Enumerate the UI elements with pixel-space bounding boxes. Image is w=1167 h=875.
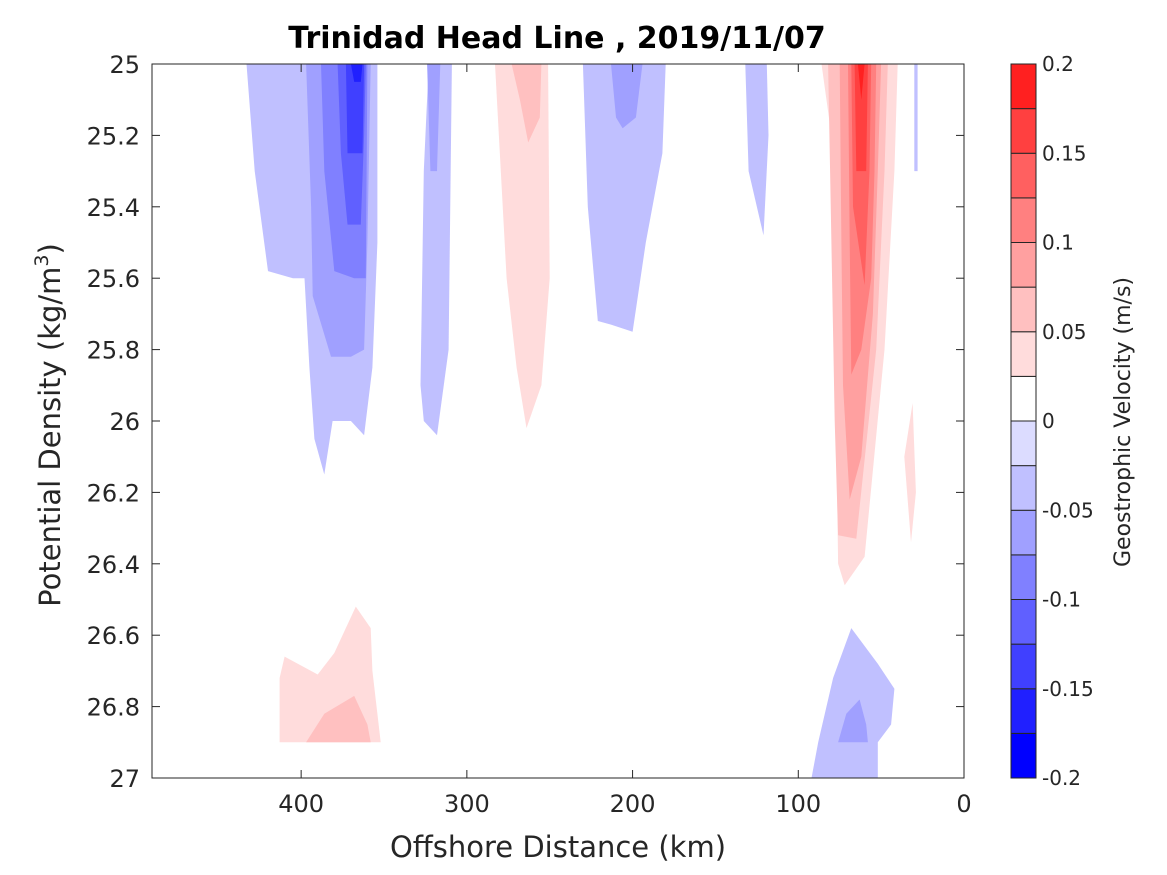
colorbar-swatch	[1010, 688, 1037, 734]
plot-area: 400 300 200 100 0 25 25.2 25.4 25.6 25.8 26 26.2 26…	[87, 51, 972, 818]
contour-fill-neg-core-left-5	[350, 64, 363, 82]
colorbar-swatch	[1010, 509, 1037, 556]
y-tick-label: 25.6	[87, 265, 140, 293]
x-tick-label: 200	[610, 790, 656, 818]
colorbar-swatch	[1010, 732, 1037, 779]
y-axis-label-text: Potential Density (kg/m	[33, 267, 67, 607]
colorbar-tick-label: -0.2	[1042, 766, 1081, 790]
colorbar: -0.2 -0.15 -0.1 -0.05 0 0.05 0.1 0.15 0.2	[1010, 52, 1094, 790]
y-tick-label: 25.4	[87, 194, 140, 222]
colorbar-tick-label: 0	[1042, 409, 1055, 433]
colorbar-tick-label: -0.15	[1042, 677, 1094, 701]
colorbar-frame	[1010, 63, 1037, 779]
colorbar-swatch	[1010, 63, 1037, 110]
y-tick-label: 25	[109, 51, 140, 79]
y-tick-label: 26.4	[87, 551, 140, 579]
colorbar-tick-label: 0.2	[1042, 52, 1074, 76]
contour-fill-neg-core-left-4	[345, 64, 365, 154]
y-tick-label: 27	[109, 765, 140, 793]
y-axis-label-close: )	[33, 243, 67, 254]
colorbar-swatch	[1010, 242, 1037, 288]
y-axis-label: Potential Density (kg/m3)	[31, 243, 67, 607]
colorbar-swatch	[1010, 331, 1037, 377]
colorbar-tick-label: 0.05	[1042, 320, 1087, 344]
y-tick-label: 25.2	[87, 122, 140, 150]
contour-fill-pos-core-right-6	[857, 64, 865, 100]
contour-fill-neg-bottom-1	[838, 699, 868, 743]
contour-fill-neg-far-right-0	[914, 64, 918, 172]
y-axis-label-superscript: 3	[31, 254, 53, 266]
y-tick-label: 26	[109, 408, 140, 436]
y-tick-label: 25.8	[87, 337, 140, 365]
contour-fill-neg-mid-1	[611, 64, 643, 129]
y-tick-label: 26.6	[87, 622, 140, 650]
contour-fills	[246, 64, 918, 778]
y-axis-ticks: 25 25.2 25.4 25.6 25.8 26 26.2 26.4 26.6 26.8 27	[87, 51, 964, 793]
chart-title: Trinidad Head Line , 2019/11/07	[288, 21, 825, 56]
x-axis-ticks: 400 300 200 100 0	[278, 64, 972, 818]
contour-fill-pos-core-right-5	[854, 64, 868, 172]
colorbar-label: Geostrophic Velocity (m/s)	[1111, 277, 1136, 567]
x-tick-label: 300	[444, 790, 490, 818]
colorbar-tick-label: -0.1	[1042, 588, 1081, 612]
colorbar-swatch	[1010, 420, 1037, 467]
contour-fill-neg-thin-right-0	[745, 64, 769, 236]
contour-fill-pos-left-mid-1	[511, 64, 542, 143]
colorbar-tick-label: 0.15	[1042, 141, 1087, 165]
colorbar-swatch	[1010, 375, 1037, 422]
y-tick-label: 26.2	[87, 479, 140, 507]
colorbar-tick-label: 0.1	[1042, 231, 1074, 255]
colorbar-swatch	[1010, 286, 1037, 333]
colorbar-swatch	[1010, 599, 1037, 645]
colorbar-tick-label: -0.05	[1042, 498, 1094, 522]
x-tick-label: 0	[956, 790, 971, 818]
x-tick-label: 100	[775, 790, 821, 818]
contour-fill-neg-thin-left-1	[427, 64, 441, 172]
colorbar-swatch	[1010, 108, 1037, 154]
contour-fill-neg-bottom-0	[811, 628, 895, 778]
colorbar-swatch	[1010, 197, 1037, 243]
colorbar-swatch	[1010, 152, 1037, 199]
contour-fill-pos-bottom-left-1	[306, 695, 371, 743]
colorbar-swatch	[1010, 554, 1037, 600]
contour-fill-pos-left-mid-0	[495, 64, 550, 429]
contour-fill-neg-thin-left-0	[420, 64, 452, 436]
y-tick-label: 26.8	[87, 694, 140, 722]
colorbar-swatch	[1010, 643, 1037, 690]
x-axis-label: Offshore Distance (km)	[390, 830, 726, 864]
x-tick-label: 400	[278, 790, 324, 818]
colorbar-swatch	[1010, 465, 1037, 511]
contour-fill-pos-far-right-0	[904, 403, 916, 543]
contour-fill-neg-mid-0	[582, 64, 666, 332]
